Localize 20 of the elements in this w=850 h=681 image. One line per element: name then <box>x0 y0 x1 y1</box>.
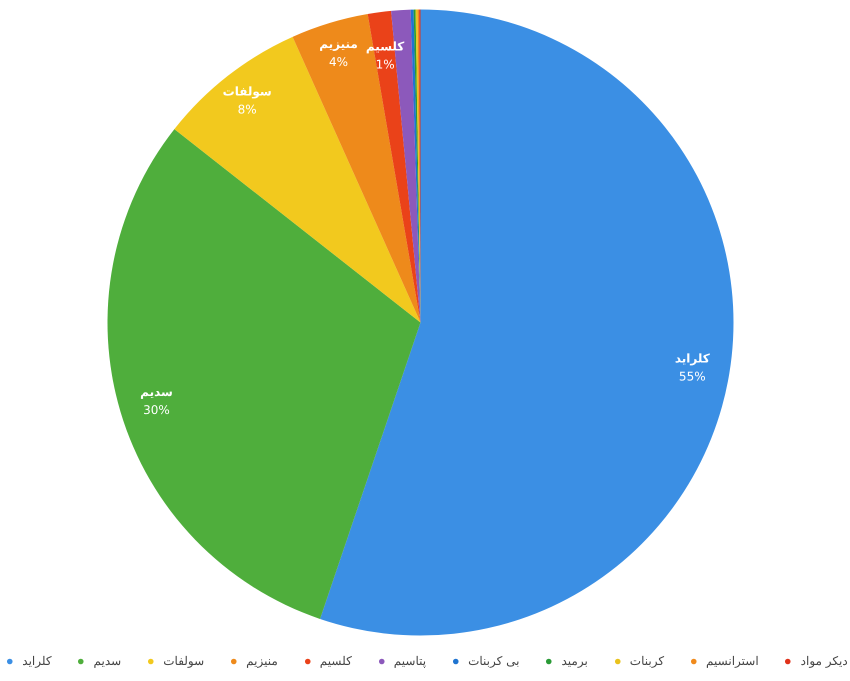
legend-label: کلسیم <box>320 654 352 668</box>
legend-label: دیکر مواد <box>800 654 848 668</box>
data-label: 30% <box>143 403 170 418</box>
legend-label: کربنات <box>630 654 664 668</box>
legend-label: استرانسیم <box>706 654 759 668</box>
slice-label: منیزیم <box>319 36 358 51</box>
legend-label: سدیم <box>94 654 122 668</box>
data-label: 55% <box>678 369 706 384</box>
legend-label: سولفات <box>163 654 204 668</box>
slice-label: سولفات <box>222 84 272 98</box>
legend-label: پتاسیم <box>394 654 426 668</box>
data-label: 1% <box>376 58 395 72</box>
data-label: 8% <box>238 102 257 116</box>
legend-label: بی کربنات <box>468 654 520 668</box>
slice-label: سدیم <box>140 385 173 400</box>
data-label: 4% <box>328 54 348 69</box>
legend-label: برمید <box>561 654 588 668</box>
slice-label: کلراید <box>674 351 710 366</box>
legend-label: کلراید <box>22 654 52 668</box>
legend-label: منیزیم <box>246 654 278 668</box>
